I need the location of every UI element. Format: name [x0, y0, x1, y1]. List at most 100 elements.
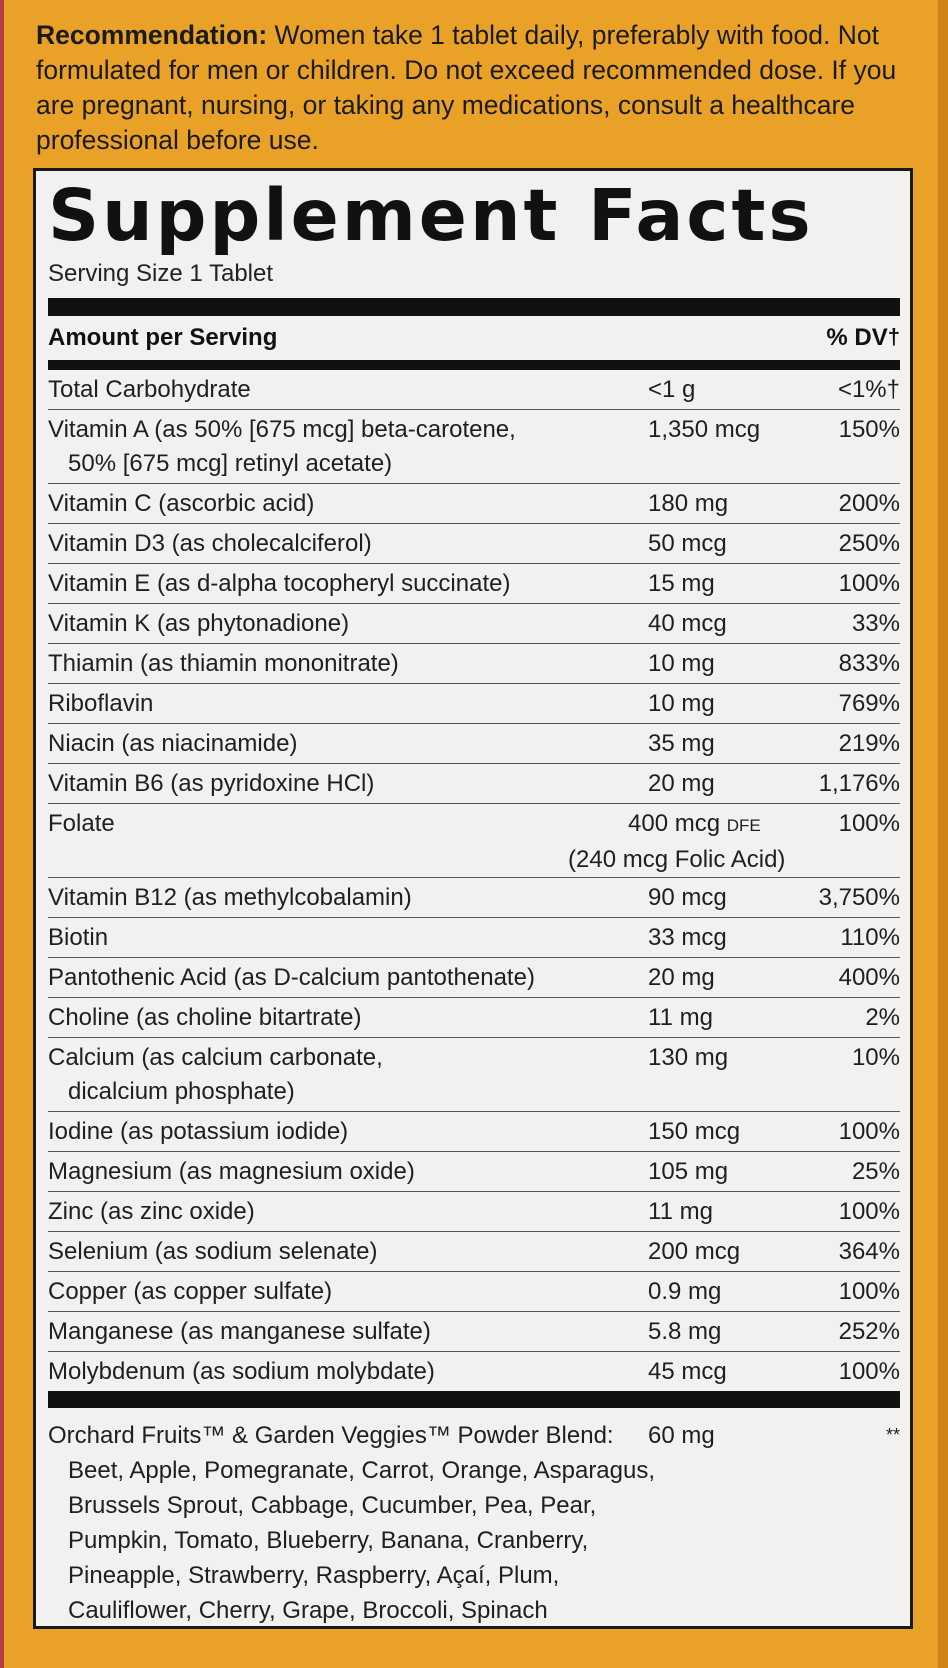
nutrient-row: Total Carbohydrate <1 g <1%†	[48, 370, 900, 410]
nutrient-amount: 10 mg	[648, 687, 848, 721]
nutrient-amount: 0.9 mg	[648, 1275, 848, 1309]
facts-title: Supplement Facts	[48, 174, 814, 257]
nutrient-amount-value: 130 mg	[648, 1044, 729, 1071]
dv-header-wrap: % DV†	[826, 324, 900, 352]
supplement-facts-content: Supplement Facts Serving Size 1 Tablet A…	[48, 171, 900, 1628]
nutrient-name: Riboflavin	[48, 687, 638, 721]
nutrient-row: Vitamin K (as phytonadione) 40 mcg 33%	[48, 604, 900, 644]
nutrient-row: Calcium (as calcium carbonate, dicalcium …	[48, 1038, 900, 1112]
divider-thick-bottom	[48, 1391, 900, 1408]
nutrient-amount-value: 5.8 mg	[648, 1318, 722, 1345]
nutrient-amount-value: 11 mg	[648, 1198, 713, 1225]
nutrient-dv: 219%	[838, 730, 900, 757]
nutrient-amount-value: 20 mg	[648, 770, 715, 797]
nutrient-name-line: Vitamin D3 (as cholecalciferol)	[48, 530, 372, 557]
nutrient-amount: 11 mg	[648, 1195, 848, 1229]
nutrient-amount-value: 33 mcg	[648, 924, 727, 951]
nutrient-amount-value: 50 mcg	[648, 530, 727, 557]
nutrient-amount: 50 mcg	[648, 527, 848, 561]
blend-amount: 60 mg	[648, 1422, 715, 1449]
nutrient-amount-value: 0.9 mg	[648, 1278, 722, 1305]
nutrient-row: Vitamin D3 (as cholecalciferol) 50 mcg 250…	[48, 524, 900, 564]
dv-header: % DV	[826, 324, 888, 351]
nutrient-name: Vitamin B6 (as pyridoxine HCl)	[48, 767, 638, 801]
nutrient-name-line: Zinc (as zinc oxide)	[48, 1198, 255, 1225]
nutrient-row: Selenium (as sodium selenate) 200 mcg 364%	[48, 1232, 900, 1272]
nutrient-dv: 400%	[838, 964, 900, 991]
nutrient-row: Choline (as choline bitartrate) 11 mg 2%	[48, 998, 900, 1038]
nutrient-dv: 10%	[851, 1044, 900, 1071]
nutrient-amount-value: 180 mg	[648, 490, 729, 517]
nutrient-amount-detail: (240 mcg Folic Acid)	[568, 846, 786, 873]
divider-thick	[48, 298, 900, 316]
nutrient-name: Calcium (as calcium carbonate, dicalcium …	[48, 1041, 638, 1109]
nutrient-amount: 33 mcg	[648, 921, 848, 955]
nutrient-amount: 11 mg	[648, 1001, 848, 1035]
nutrient-amount: 1,350 mcg	[648, 413, 848, 447]
nutrient-dv: 33%	[851, 610, 900, 637]
nutrient-dv: 110%	[840, 924, 900, 951]
nutrient-amount: 5.8 mg	[648, 1315, 848, 1349]
packaging-edge-right	[938, 0, 948, 1668]
nutrient-row: Iodine (as potassium iodide) 150 mcg 100%	[48, 1112, 900, 1152]
nutrient-row: Vitamin A (as 50% [675 mcg] beta-caroten…	[48, 410, 900, 484]
nutrient-amount: 15 mg	[648, 567, 848, 601]
nutrient-dv: 100%	[838, 570, 900, 597]
nutrient-name-line: Niacin (as niacinamide)	[48, 730, 298, 757]
nutrient-name: Vitamin A (as 50% [675 mcg] beta-caroten…	[48, 413, 638, 481]
nutrient-name: Vitamin K (as phytonadione)	[48, 607, 638, 641]
nutrient-row: Riboflavin 10 mg 769%	[48, 684, 900, 724]
nutrient-amount: 200 mcg	[648, 1235, 848, 1269]
nutrient-dv: 100%	[838, 1118, 900, 1145]
nutrient-name: Thiamin (as thiamin mononitrate)	[48, 647, 638, 681]
nutrient-dv: 100%	[838, 810, 900, 837]
amount-header: Amount per Serving	[48, 324, 278, 351]
nutrient-amount: 10 mg	[648, 647, 848, 681]
nutrient-name-line: Manganese (as manganese sulfate)	[48, 1318, 431, 1345]
nutrient-name-line: Vitamin B12 (as methylcobalamin)	[48, 884, 412, 911]
nutrient-name: Vitamin C (ascorbic acid)	[48, 487, 638, 521]
nutrient-row: Pantothenic Acid (as D-calcium pantothen…	[48, 958, 900, 998]
nutrient-row: Niacin (as niacinamide) 35 mg 219%	[48, 724, 900, 764]
nutrient-dv: 364%	[838, 1238, 900, 1265]
nutrient-row: Vitamin B6 (as pyridoxine HCl) 20 mg 1,176…	[48, 764, 900, 804]
recommendation-body: Women take 1 tablet daily, preferably wi…	[36, 20, 897, 155]
nutrient-amount-value: 45 mcg	[648, 1358, 727, 1385]
nutrient-amount: 180 mg	[648, 487, 848, 521]
nutrient-name: Niacin (as niacinamide)	[48, 727, 638, 761]
nutrient-amount: 35 mg	[648, 727, 848, 761]
nutrient-dv: 25%	[851, 1158, 900, 1185]
nutrient-amount-value: 10 mg	[648, 650, 715, 677]
nutrient-amount: 20 mg	[648, 767, 848, 801]
nutrient-amount-value: 15 mg	[648, 570, 715, 597]
nutrient-row: Molybdenum (as sodium molybdate) 45 mcg 10…	[48, 1352, 900, 1391]
nutrient-row: Biotin 33 mcg 110%	[48, 918, 900, 958]
nutrient-name-line: Biotin	[48, 924, 109, 951]
nutrient-dv: 3,750%	[818, 884, 900, 911]
nutrient-dv: 252%	[838, 1318, 900, 1345]
nutrient-amount-value: 105 mg	[648, 1158, 729, 1185]
nutrient-name-line: Molybdenum (as sodium molybdate)	[48, 1358, 435, 1385]
nutrient-amount-value: 400 mcg	[628, 810, 727, 837]
nutrient-amount: 90 mcg	[648, 881, 848, 915]
nutrient-row: Vitamin E (as d-alpha tocopheryl succina…	[48, 564, 900, 604]
nutrient-amount-value: 11 mg	[648, 1004, 713, 1031]
nutrient-name-continued: dicalcium phosphate)	[68, 1078, 295, 1105]
nutrient-amount: 40 mcg	[648, 607, 848, 641]
nutrient-name: Vitamin D3 (as cholecalciferol)	[48, 527, 638, 561]
nutrient-row: Vitamin C (ascorbic acid) 180 mg 200%	[48, 484, 900, 524]
serving-size: Serving Size 1 Tablet	[48, 260, 274, 287]
nutrient-name: Iodine (as potassium iodide)	[48, 1115, 638, 1149]
nutrient-name-line: Copper (as copper sulfate)	[48, 1278, 333, 1305]
nutrient-name-line: Vitamin C (ascorbic acid)	[48, 490, 315, 517]
nutrient-name: Zinc (as zinc oxide)	[48, 1195, 638, 1229]
nutrient-amount-value: 90 mcg	[648, 884, 727, 911]
nutrient-dv: 100%	[838, 1198, 900, 1225]
nutrient-amount-value: 200 mcg	[648, 1238, 741, 1265]
nutrient-row: Vitamin B12 (as methylcobalamin) 90 mcg 3,…	[48, 878, 900, 918]
nutrient-dv: 100%	[838, 1278, 900, 1305]
nutrient-name: Copper (as copper sulfate)	[48, 1275, 638, 1309]
nutrient-amount: 150 mcg	[648, 1115, 848, 1149]
nutrient-name-line: Magnesium (as magnesium oxide)	[48, 1158, 415, 1185]
nutrient-name-continued: 50% [675 mcg] retinyl acetate)	[68, 450, 393, 477]
